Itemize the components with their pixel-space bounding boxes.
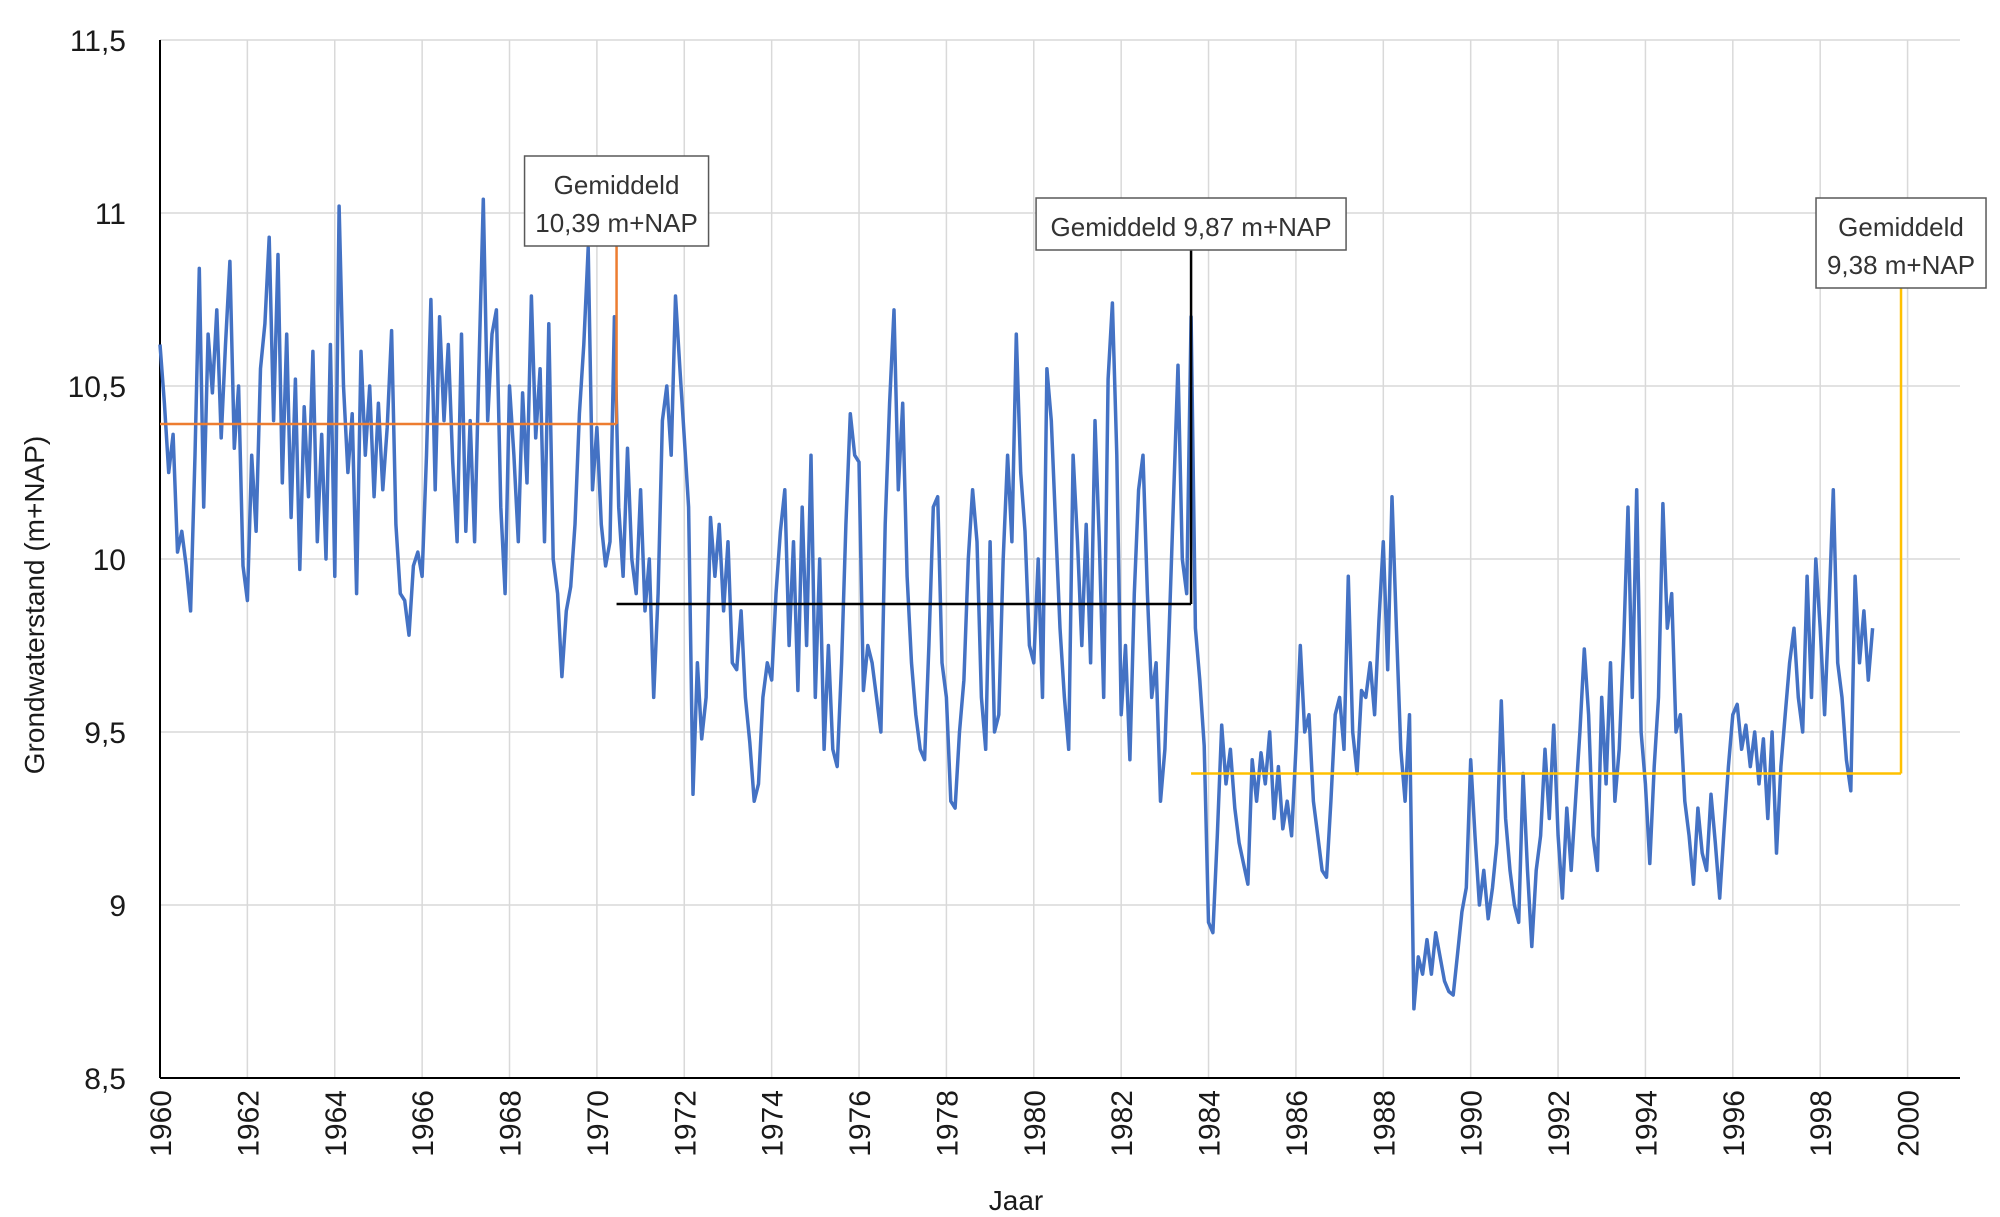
x-tick-label: 2000 bbox=[1893, 1090, 1926, 1157]
x-tick-label: 1962 bbox=[232, 1090, 265, 1157]
grid-lines bbox=[159, 39, 1960, 1079]
callout-text: Gemiddeld bbox=[554, 170, 680, 200]
y-tick-label: 9 bbox=[109, 890, 126, 923]
x-tick-label: 1966 bbox=[407, 1090, 440, 1157]
x-tick-label: 1996 bbox=[1718, 1090, 1751, 1157]
x-tick-label: 1994 bbox=[1630, 1090, 1663, 1157]
x-tick-label: 1998 bbox=[1805, 1090, 1838, 1157]
axes bbox=[159, 40, 1960, 1079]
y-tick-label: 10,5 bbox=[68, 371, 126, 404]
x-tick-label: 1980 bbox=[1019, 1090, 1052, 1157]
series-layer bbox=[158, 197, 1875, 1011]
y-tick-label: 11,5 bbox=[70, 25, 126, 58]
x-axis-title: Jaar bbox=[989, 1185, 1043, 1216]
callout-text: Gemiddeld bbox=[1838, 212, 1964, 242]
x-tick-label: 1988 bbox=[1368, 1090, 1401, 1157]
x-tick-labels: 1960 1962 1964 1966 1968 1970 1972 1974 1976 1978… bbox=[145, 1090, 1926, 1157]
callout-text: Gemiddeld 9,87 m+NAP bbox=[1051, 212, 1332, 242]
x-tick-label: 1984 bbox=[1194, 1090, 1227, 1157]
callout-text: 9,38 m+NAP bbox=[1827, 250, 1975, 280]
callout-text: 10,39 m+NAP bbox=[535, 208, 698, 238]
x-tick-label: 1960 bbox=[145, 1090, 178, 1157]
callout-box bbox=[1815, 197, 1987, 289]
y-tick-label: 8,5 bbox=[84, 1063, 126, 1096]
y-tick-label: 11 bbox=[95, 198, 126, 231]
x-tick-label: 1986 bbox=[1281, 1090, 1314, 1157]
callout-box bbox=[523, 155, 710, 247]
x-tick-label: 1964 bbox=[320, 1090, 353, 1157]
x-tick-label: 1970 bbox=[582, 1090, 615, 1157]
x-tick-label: 1976 bbox=[844, 1090, 877, 1157]
x-tick-label: 1968 bbox=[495, 1090, 528, 1157]
callout-box bbox=[1035, 197, 1347, 251]
x-tick-label: 1990 bbox=[1456, 1090, 1489, 1157]
x-tick-label: 1978 bbox=[931, 1090, 964, 1157]
y-tick-label: 10 bbox=[93, 544, 126, 577]
x-tick-label: 1992 bbox=[1543, 1090, 1576, 1157]
mean-callouts: Gemiddeld 10,39 m+NAP Gemiddeld 9,87 m+NAP… bbox=[523, 155, 1987, 289]
y-tick-label: 9,5 bbox=[84, 717, 126, 750]
mean-lines bbox=[160, 246, 1903, 775]
x-tick-label: 1974 bbox=[757, 1090, 790, 1157]
y-axis-title: Grondwaterstand (m+NAP) bbox=[19, 436, 50, 774]
x-tick-label: 1982 bbox=[1106, 1090, 1139, 1157]
x-tick-label: 1972 bbox=[669, 1090, 702, 1157]
y-tick-labels: 8,5 9 9,5 10 10,5 11 11,5 bbox=[68, 25, 126, 1096]
